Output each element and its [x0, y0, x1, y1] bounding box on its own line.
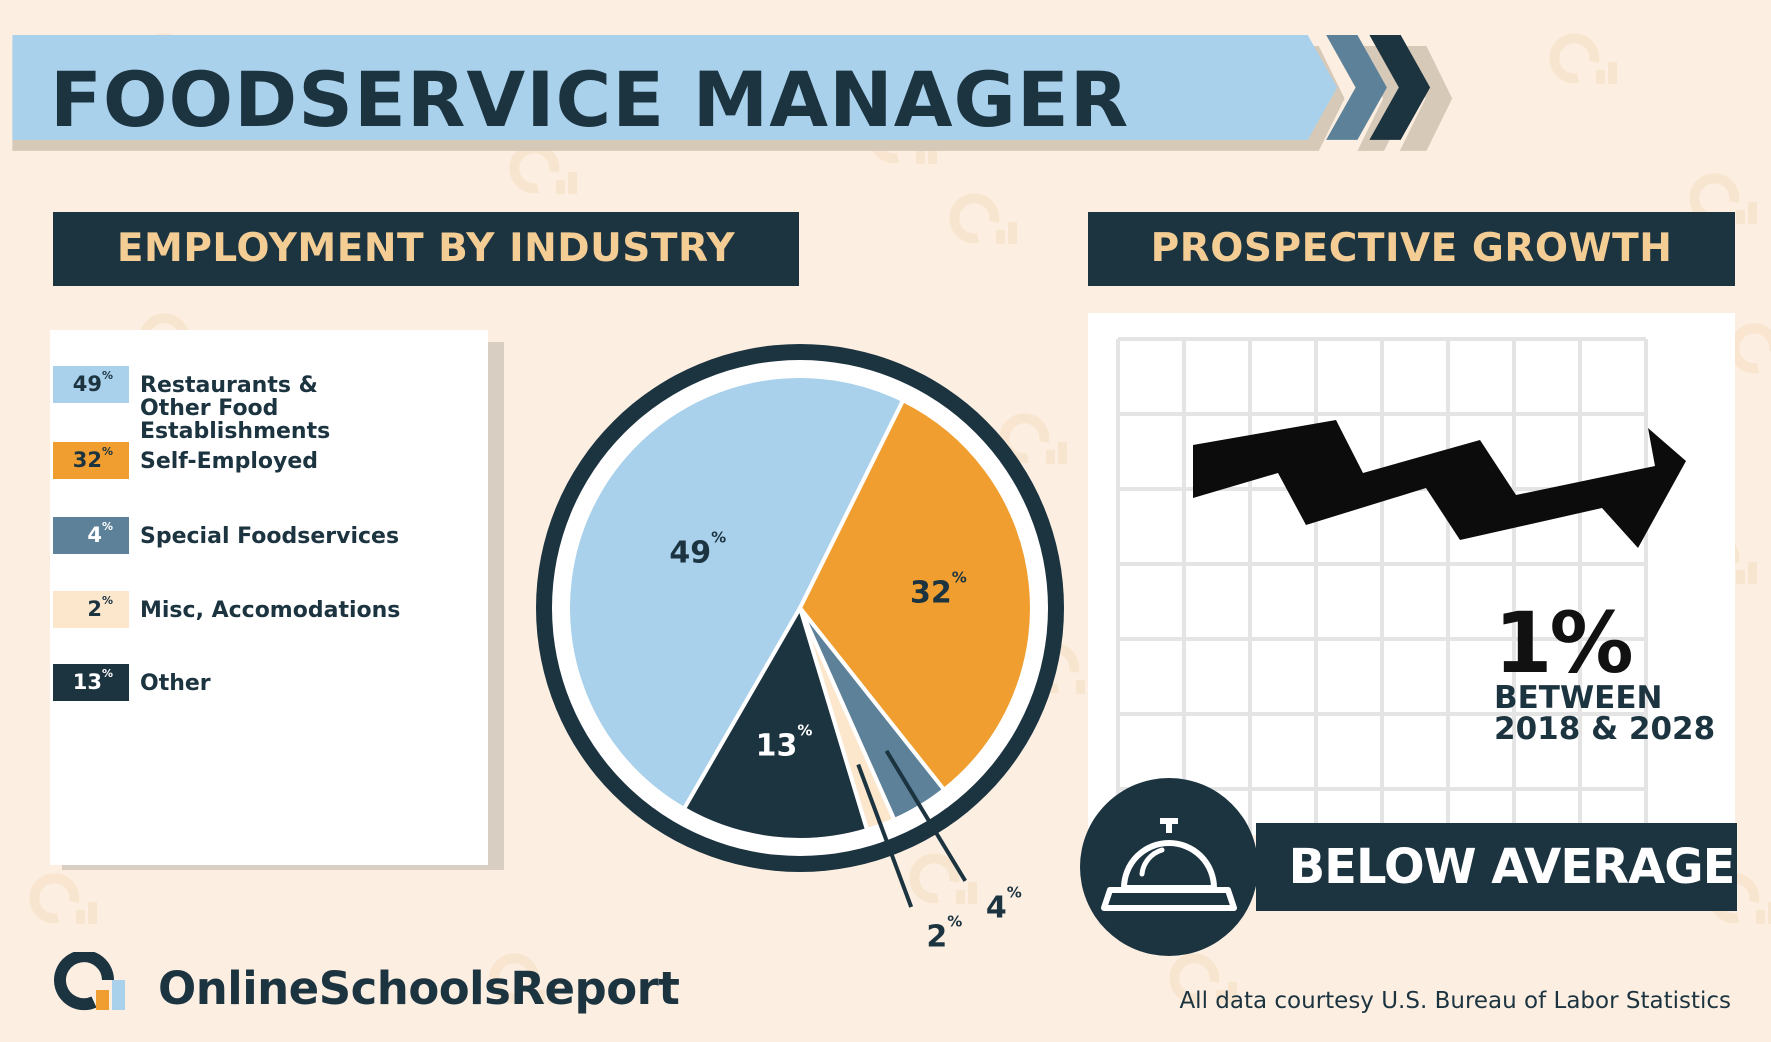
growth-period-line1: BETWEEN — [1494, 680, 1663, 716]
bell-badge — [1080, 778, 1258, 956]
growth-value: 1% — [1494, 594, 1634, 692]
chevron-icon — [1369, 35, 1431, 140]
growth-period-line2: 2018 & 2028 — [1494, 711, 1716, 747]
legend-label: Special Foodservices — [140, 524, 400, 549]
growth-rating: BELOW AVERAGE — [1256, 823, 1737, 911]
legend-label: Misc, Accomodations — [140, 598, 401, 623]
brand-name: OnlineSchoolsReport — [158, 962, 680, 1015]
chart-legend: 49% Restaurants & Other Food Establishmen… — [50, 330, 488, 865]
service-bell-icon — [1101, 818, 1237, 911]
legend-swatch: 32% — [53, 442, 129, 479]
pie-slice — [798, 398, 1034, 792]
page-title: FOODSERVICE MANAGER — [50, 55, 1130, 144]
growth-panel — [1088, 313, 1735, 835]
pie-chart — [536, 344, 1064, 908]
leader-line — [884, 749, 967, 882]
leader-line — [856, 763, 914, 908]
growth-period: BETWEEN 2018 & 2028 — [1494, 683, 1754, 745]
legend-swatch: 4% — [53, 517, 129, 554]
chevron-icon — [1326, 35, 1387, 140]
title-banner — [12, 35, 1453, 151]
pie-slice — [682, 606, 870, 842]
pie-slice-label: 49% — [669, 528, 727, 571]
legend-swatch: 49% — [53, 366, 129, 403]
pie-slice-label: 2% — [926, 912, 963, 955]
legend-label: Restaurants & Other Food Establishments — [140, 373, 331, 444]
legend-label: Other — [140, 671, 211, 696]
zigzag-arrow-icon — [1193, 420, 1686, 548]
pie-slice-label: 32% — [910, 568, 967, 611]
online-schools-report-logo-icon — [54, 952, 125, 1011]
legend-swatch: 2% — [53, 591, 129, 628]
legend-label: Self-Employed — [140, 449, 318, 474]
pie-slice-label: 13% — [755, 721, 813, 764]
employment-heading: EMPLOYMENT BY INDUSTRY — [53, 212, 799, 286]
data-credit: All data courtesy U.S. Bureau of Labor S… — [1179, 988, 1731, 1014]
growth-heading: PROSPECTIVE GROWTH — [1088, 212, 1735, 286]
pie-slice — [566, 374, 906, 811]
pie-slice-label: 4% — [985, 883, 1022, 926]
legend-swatch: 13% — [53, 664, 129, 701]
growth-grid — [1116, 337, 1686, 835]
